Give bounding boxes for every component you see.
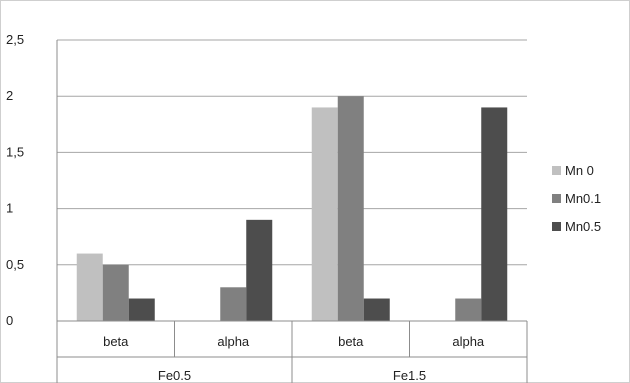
legend-label: Mn0.5 [565, 219, 601, 234]
x-group-label: Fe0.5 [158, 368, 191, 383]
bar-mn0-1-0 [102, 264, 129, 321]
bar-mn0-5-3 [481, 107, 508, 321]
x-group-label: Fe1.5 [393, 368, 426, 383]
bar-mn-0-2 [311, 107, 338, 321]
x-tick-label: alpha [217, 334, 250, 349]
legend-label: Mn 0 [565, 163, 594, 178]
x-tick-label: alpha [452, 334, 485, 349]
y-tick-label: 2 [6, 88, 13, 103]
legend-swatch [552, 194, 561, 203]
legend-swatch [552, 222, 561, 231]
bar-mn0-1-3 [455, 298, 482, 321]
bar-mn0-1-2 [337, 96, 364, 321]
legend-label: Mn0.1 [565, 191, 601, 206]
bar-mn-0-0 [76, 253, 103, 321]
y-tick-label: 0,5 [6, 257, 24, 272]
bar-mn0-5-1 [246, 219, 273, 321]
y-tick-label: 1 [6, 201, 13, 216]
bar-mn0-5-0 [128, 298, 155, 321]
bar-mn0-5-2 [363, 298, 390, 321]
x-tick-label: beta [338, 334, 364, 349]
bar-mn0-1-1 [220, 287, 247, 321]
y-tick-label: 0 [6, 313, 13, 328]
legend-swatch [552, 166, 561, 175]
x-tick-label: beta [103, 334, 129, 349]
y-tick-label: 2,5 [6, 32, 24, 47]
y-tick-label: 1,5 [6, 144, 24, 159]
